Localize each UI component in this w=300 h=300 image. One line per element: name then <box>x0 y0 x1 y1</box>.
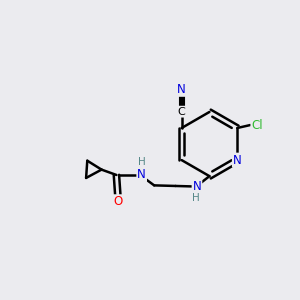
Text: C: C <box>178 107 185 117</box>
Text: N: N <box>137 169 146 182</box>
Text: N: N <box>193 180 201 193</box>
Text: H: H <box>138 158 146 167</box>
Text: H: H <box>193 194 200 203</box>
Text: N: N <box>177 83 186 96</box>
Text: O: O <box>113 195 122 208</box>
Text: N: N <box>233 154 242 166</box>
Text: Cl: Cl <box>251 118 263 131</box>
